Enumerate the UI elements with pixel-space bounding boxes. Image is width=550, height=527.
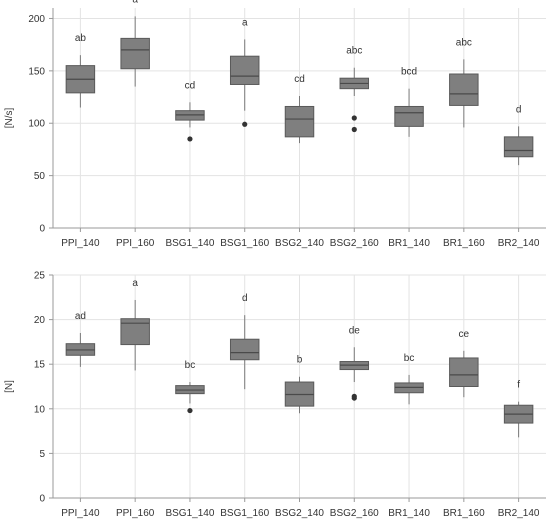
x-tick-label: PPI_160 — [116, 508, 155, 519]
y-tick-label: 200 — [28, 14, 45, 25]
y-tick-label: 0 — [39, 494, 45, 505]
significance-letter: ad — [75, 311, 86, 322]
x-tick-label: BR1_140 — [388, 508, 430, 519]
significance-letter: bcd — [401, 67, 417, 78]
outlier-point — [187, 136, 193, 142]
y-tick-label: 0 — [39, 224, 45, 235]
significance-letter: b — [297, 355, 303, 366]
x-tick-label: BSG1_140 — [165, 508, 214, 519]
significance-letter: abc — [346, 46, 362, 57]
significance-letter: a — [132, 278, 138, 289]
significance-letter: f — [517, 380, 520, 391]
x-tick-label: BSG1_160 — [220, 508, 269, 519]
y-tick-label: 100 — [28, 119, 45, 130]
significance-letter: abc — [456, 37, 472, 48]
y-tick-label: 15 — [34, 360, 46, 371]
box-iqr — [394, 105, 424, 127]
significance-letter: a — [242, 17, 248, 28]
significance-letter: d — [516, 104, 522, 115]
outlier-point — [351, 115, 357, 121]
x-tick-label: BR2_140 — [498, 238, 540, 249]
y-tick-label: 20 — [34, 315, 46, 326]
significance-letter: cd — [294, 74, 305, 85]
significance-letter: d — [242, 293, 248, 304]
significance-letter: cd — [185, 80, 196, 91]
x-tick-label: PPI_140 — [61, 508, 100, 519]
significance-letter: a — [132, 0, 138, 5]
y-tick-label: 5 — [39, 449, 45, 460]
box-iqr — [284, 105, 315, 138]
significance-letter: bc — [404, 353, 415, 364]
outlier-point — [351, 395, 357, 401]
box-iqr — [229, 55, 260, 85]
significance-letter: ce — [459, 329, 470, 340]
significance-letter: de — [349, 325, 361, 336]
box-iqr — [120, 37, 150, 70]
outlier-point — [187, 407, 193, 414]
outlier-point — [351, 126, 357, 133]
significance-letter: ab — [75, 33, 87, 44]
box-iqr — [449, 357, 479, 387]
x-tick-label: BR2_140 — [498, 508, 540, 519]
box-iqr — [449, 73, 479, 106]
y-axis-label: [N/s] — [4, 108, 15, 129]
x-tick-label: BSG2_140 — [275, 508, 324, 519]
outlier-point — [242, 121, 248, 127]
x-tick-label: BSG1_140 — [165, 238, 214, 249]
x-tick-label: BR1_140 — [388, 238, 430, 249]
x-tick-label: BSG2_160 — [330, 238, 379, 249]
x-tick-label: PPI_160 — [116, 238, 155, 249]
x-tick-label: PPI_140 — [61, 238, 100, 249]
y-axis-label: [N] — [4, 380, 15, 393]
x-tick-label: BSG2_140 — [275, 238, 324, 249]
x-tick-label: BSG2_160 — [330, 508, 379, 519]
y-tick-label: 10 — [34, 404, 46, 415]
y-tick-label: 25 — [34, 271, 46, 282]
significance-letter: bc — [185, 360, 196, 371]
box-iqr — [229, 338, 260, 361]
y-tick-label: 50 — [34, 171, 46, 182]
x-tick-label: BSG1_160 — [220, 238, 269, 249]
x-tick-label: BR1_160 — [443, 238, 485, 249]
y-tick-label: 150 — [28, 66, 45, 77]
box-iqr — [503, 136, 534, 158]
x-tick-label: BR1_160 — [443, 508, 485, 519]
